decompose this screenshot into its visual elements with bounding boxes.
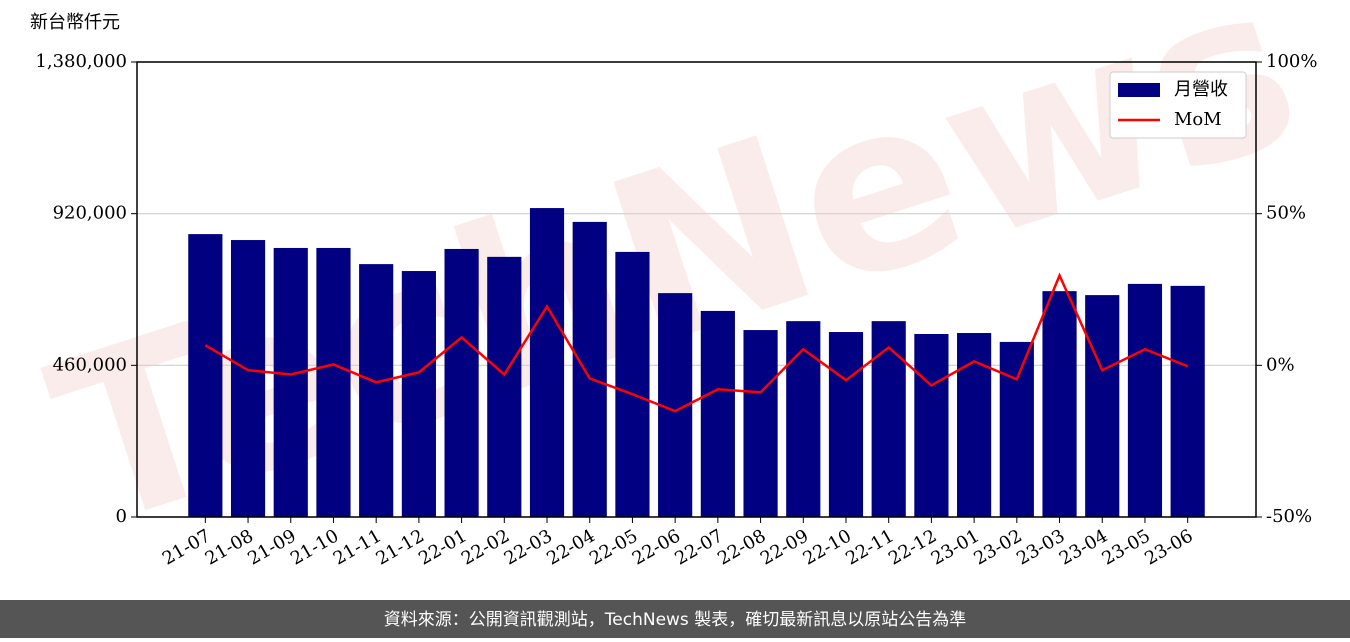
bar bbox=[316, 247, 351, 517]
footer-bar bbox=[0, 600, 1350, 638]
bar bbox=[188, 234, 223, 517]
x-tick-label: 22-10 bbox=[800, 525, 855, 569]
bar bbox=[401, 271, 436, 517]
plot-frame bbox=[136, 61, 1257, 518]
x-tick-label: 22-04 bbox=[543, 525, 598, 569]
y2-tick-label: 50% bbox=[1266, 203, 1306, 224]
x-tick-label: 23-03 bbox=[1013, 525, 1068, 569]
bar bbox=[359, 264, 394, 517]
y2-tick-label: 100% bbox=[1266, 51, 1317, 72]
bar bbox=[572, 221, 607, 517]
y-tick-label: 1,380,000 bbox=[35, 51, 127, 72]
x-tick-label: 23-01 bbox=[928, 525, 983, 569]
y-axis-label: 新台幣仟元 bbox=[30, 12, 120, 33]
legend-label: 月營收 bbox=[1174, 79, 1228, 100]
x-tick-label: 22-01 bbox=[415, 525, 470, 569]
bar bbox=[487, 256, 522, 517]
x-tick-label: 22-09 bbox=[757, 525, 812, 569]
bar bbox=[615, 251, 650, 518]
bar bbox=[957, 333, 992, 517]
x-tick-label: 21-11 bbox=[330, 525, 385, 569]
x-tick-label: 22-12 bbox=[885, 525, 940, 569]
x-tick-label: 23-06 bbox=[1141, 525, 1196, 569]
x-tick-label: 22-02 bbox=[458, 525, 513, 569]
x-tick-label: 23-04 bbox=[1056, 525, 1111, 569]
x-tick-label: 22-03 bbox=[501, 525, 556, 569]
bar bbox=[1085, 295, 1120, 517]
bar bbox=[529, 208, 565, 518]
bar bbox=[999, 341, 1034, 517]
bar bbox=[230, 240, 266, 518]
bar bbox=[273, 247, 308, 517]
bar bbox=[444, 248, 479, 517]
bar bbox=[1170, 285, 1205, 517]
x-tick-label: 21-12 bbox=[372, 525, 427, 569]
x-tick-label: 23-05 bbox=[1099, 525, 1154, 569]
y-tick-label: 0 bbox=[116, 506, 127, 527]
y2-tick-label: -50% bbox=[1266, 506, 1312, 527]
x-tick-label: 22-08 bbox=[714, 525, 769, 569]
x-tick-label: 22-11 bbox=[842, 525, 897, 569]
bar bbox=[1127, 283, 1163, 517]
bar bbox=[914, 334, 949, 517]
x-tick-label: 23-02 bbox=[970, 525, 1025, 569]
x-tick-label: 22-06 bbox=[629, 525, 684, 569]
legend-swatch bbox=[1118, 83, 1160, 97]
y-tick-label: 460,000 bbox=[53, 354, 127, 375]
bar bbox=[743, 330, 778, 517]
x-tick-label: 21-10 bbox=[287, 525, 342, 569]
x-tick-label: 22-05 bbox=[586, 525, 641, 569]
bar bbox=[700, 310, 735, 517]
y-tick-label: 920,000 bbox=[53, 203, 127, 224]
x-tick-label: 22-07 bbox=[671, 525, 726, 569]
bar bbox=[871, 321, 906, 517]
legend-label: MoM bbox=[1174, 109, 1222, 130]
bar bbox=[786, 321, 821, 517]
footer-text: 資料來源：公開資訊觀測站，TechNews 製表，確切最新訊息以原站公告為準 bbox=[384, 610, 966, 630]
bar bbox=[1042, 291, 1077, 517]
bar bbox=[828, 332, 864, 517]
y2-tick-label: 0% bbox=[1266, 354, 1295, 375]
line bbox=[204, 272, 1189, 413]
